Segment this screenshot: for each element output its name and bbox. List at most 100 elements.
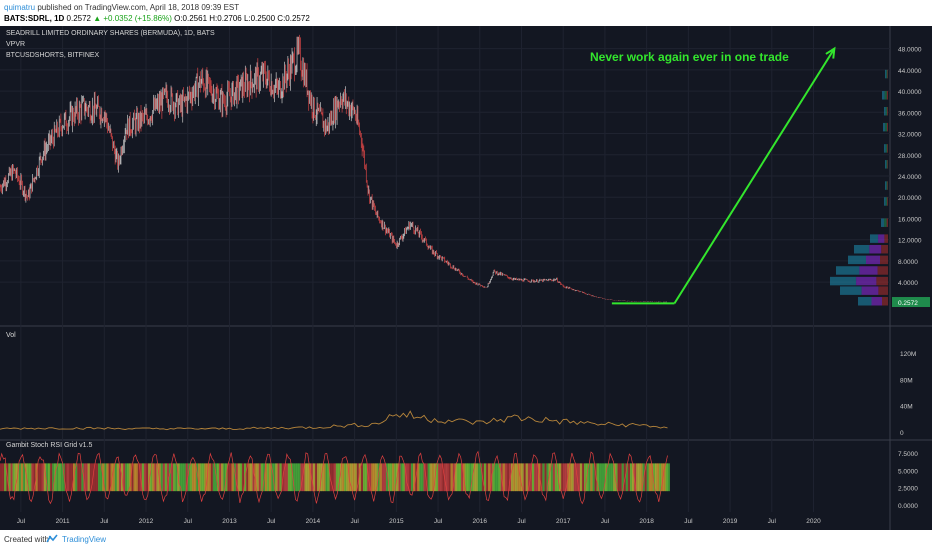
publisher-line: quimatru published on TradingView.com, A… [4,3,239,12]
rsi-grid-cell [657,463,660,492]
rsi-grid-cell [569,463,572,492]
rsi-grid-cell [310,463,314,492]
rsi-axis-tick: 0.0000 [898,503,918,510]
time-axis-tick: Jul [350,518,359,525]
rsi-grid-cell [619,463,622,492]
time-axis-tick: Jul [434,518,443,525]
rsi-grid-cell [448,463,451,492]
rsi-grid-cell [223,463,226,492]
rsi-grid-cell [150,463,153,492]
rsi-grid-cell [219,463,222,492]
rsi-grid-cell [283,463,287,492]
volume-pane-label: Vol [6,332,16,339]
rsi-axis-tick: 7.5000 [898,451,918,458]
rsi-grid-cell [279,463,282,492]
rsi-grid-cell [125,463,128,492]
time-axis-tick: 2016 [473,518,488,525]
rsi-grid-cell [515,463,518,492]
rsi-grid-cell [502,463,506,492]
rsi-grid-cell [227,463,230,492]
time-axis-tick: 2014 [306,518,321,525]
rsi-grid-cell [548,463,552,492]
rsi-grid-cell [402,463,405,492]
rsi-grid-cell [73,463,76,492]
rsi-grid-cell [66,463,70,492]
rsi-grid-cell [41,463,45,492]
rsi-grid-cell [12,463,15,492]
rsi-grid-cell [467,463,470,492]
published-text: published on TradingView.com, April 18, … [37,3,240,12]
rsi-grid-cell [519,463,522,492]
rsi-grid-cell [632,463,635,492]
rsi-grid-cell [314,463,318,492]
rsi-grid-cell [127,463,130,492]
vpvr-bar [869,245,882,254]
rsi-grid-cell [35,463,38,492]
rsi-grid-cell [264,463,268,492]
rsi-grid-cell [373,463,376,492]
rsi-grid-cell [513,463,516,492]
rsi-grid-cell [446,463,449,492]
rsi-grid-cell [79,463,82,492]
rsi-grid-cell [617,463,620,492]
chart-area[interactable]: 48.0000 44.0000 40.0000 36.0000 32.0000 28.00… [0,26,932,530]
rsi-grid-cell [312,463,316,492]
rsi-grid-cell [383,463,387,492]
vpvr-bar [880,255,888,265]
rsi-grid-cell [561,463,564,492]
rsi-grid-cell [604,463,608,492]
chart-svg[interactable]: 48.0000 44.0000 40.0000 36.0000 32.0000 28.00… [0,26,932,530]
rsi-grid-cell [200,463,203,492]
rsi-grid-cell [29,463,32,492]
rsi-grid-cell [191,463,195,492]
rsi-grid-cell [154,463,157,492]
vpvr-bar [854,245,870,254]
rsi-axis-tick: 5.0000 [898,468,918,475]
rsi-grid-cell [193,463,197,492]
rsi-grid-cell [410,463,414,492]
vpvr-bar [848,255,866,265]
rsi-grid-cell [10,463,13,492]
rsi-grid-cell [348,463,351,492]
rsi-grid-cell [269,463,272,492]
rsi-grid-cell [114,463,118,492]
rsi-grid-cell [438,463,441,492]
rsi-grid-cell [442,463,445,492]
rsi-grid-cell [327,463,330,492]
rsi-grid-cell [486,463,489,492]
vpvr-bar [881,218,885,227]
price-axis-tick: 16.0000 [898,216,922,223]
vpvr-bar [882,91,885,100]
rsi-grid-cell [8,463,11,492]
time-axis-tick: Jul [184,518,193,525]
rsi-grid-cell [152,463,155,492]
rsi-grid-cell [429,463,433,492]
rsi-grid-cell [644,463,647,492]
rsi-line [0,450,668,505]
rsi-grid-cell [362,463,366,492]
rsi-grid-cell [544,463,547,492]
tradingview-link[interactable]: TradingView [62,535,107,544]
rsi-grid-cell [571,463,574,492]
rsi-grid-cell [300,463,303,492]
rsi-grid-cell [475,463,478,492]
vpvr-bar [870,234,879,243]
volume-axis-tick: 80M [900,377,913,384]
price-axis-tick: 48.0000 [898,47,922,54]
rsi-grid-cell [546,463,549,492]
rsi-grid-cell [267,463,270,492]
rsi-grid-cell [4,463,7,492]
chart-title: SEADRILL LIMITED ORDINARY SHARES (BERMUD… [6,30,215,37]
rsi-grid-cell [652,463,656,492]
rsi-grid-cell [354,463,358,492]
rsi-grid-cell [108,463,111,492]
rsi-grid-cell [584,463,587,492]
author-link[interactable]: quimatru [4,3,36,12]
time-axis-tick: Jul [517,518,526,525]
rsi-grid-cell [565,463,568,492]
rsi-grid-cell [419,463,422,492]
rsi-grid-cell [185,463,189,492]
rsi-grid-cell [258,463,262,492]
vpvr-bar [884,218,887,227]
rsi-grid-cell [277,463,280,492]
